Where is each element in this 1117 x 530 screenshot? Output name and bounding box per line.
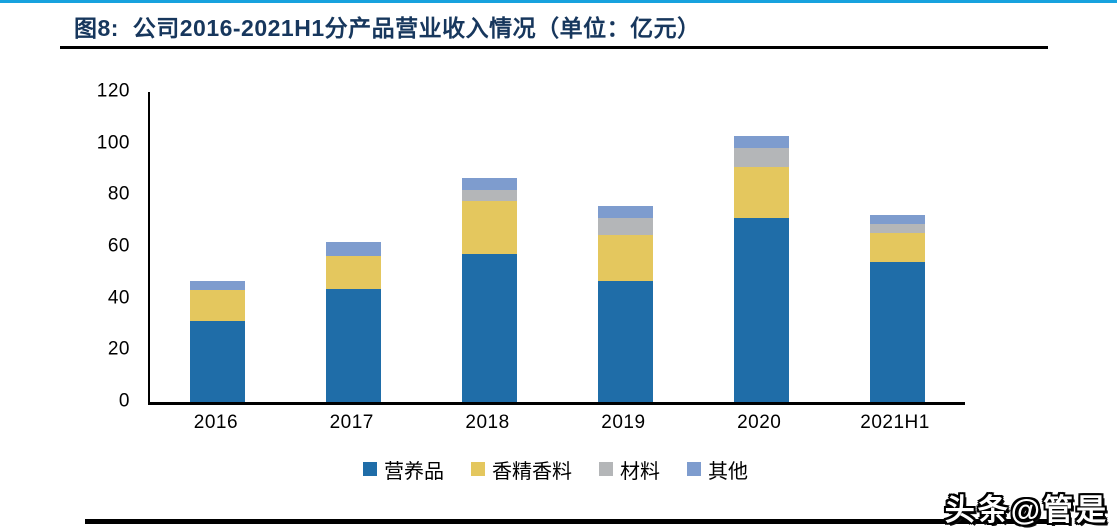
x-axis-label: 2017 <box>329 412 374 433</box>
y-axis-label: 20 <box>107 338 130 360</box>
legend-swatch-icon <box>687 462 701 476</box>
bar-segment-营养品 <box>190 321 246 402</box>
legend-label: 其他 <box>708 460 748 483</box>
y-axis-label: 100 <box>96 132 130 154</box>
bar-segment-其他 <box>462 178 518 191</box>
legend-swatch-icon <box>363 462 377 476</box>
legend-item-材料: 材料 <box>599 455 660 484</box>
x-axis-label: 2018 <box>465 412 510 433</box>
bar-slot-2018 <box>422 92 558 402</box>
bar-segment-香精香料 <box>462 201 518 255</box>
legend-label: 香精香料 <box>492 460 572 483</box>
bar-slot-2016 <box>150 92 286 402</box>
bar-segment-营养品 <box>326 289 382 402</box>
figure-title: 图8: 公司2016-2021H1分产品营业收入情况（单位：亿元） <box>74 15 701 41</box>
y-axis-label: 40 <box>107 287 130 309</box>
x-axis-label: 2021H1 <box>860 412 930 433</box>
legend-label: 营养品 <box>384 460 444 483</box>
legend-swatch-icon <box>599 462 613 476</box>
y-axis-label: 0 <box>118 390 130 412</box>
bar-segment-香精香料 <box>326 255 382 290</box>
legend-label: 材料 <box>620 460 660 483</box>
bar-segment-其他 <box>597 206 653 219</box>
stacked-bar-2017 <box>326 92 382 402</box>
bar-segment-其他 <box>733 135 789 149</box>
bar-segment-香精香料 <box>597 234 653 281</box>
bar-segment-营养品 <box>597 280 653 402</box>
bar-slot-2019 <box>557 92 693 402</box>
legend-item-营养品: 营养品 <box>363 455 444 484</box>
y-axis: 0 20 40 60 80 100 120 <box>55 81 140 412</box>
stacked-bar-2021H1 <box>869 92 925 402</box>
y-axis-label: 60 <box>107 235 130 257</box>
bar-segment-其他 <box>190 281 246 291</box>
x-axis: 2016 2017 2018 2019 2020 2021H1 <box>148 412 963 438</box>
bottom-divider <box>85 519 1047 524</box>
x-axis-label: 2016 <box>193 412 239 433</box>
bar-slot-2017 <box>286 92 422 402</box>
bar-slot-2020 <box>693 92 829 402</box>
stacked-bar-2019 <box>597 92 653 402</box>
plot-area <box>148 92 965 405</box>
bars-row <box>150 92 965 402</box>
bar-segment-营养品 <box>869 261 925 402</box>
y-axis-label: 120 <box>96 80 130 102</box>
x-axis-label: 2020 <box>737 412 782 433</box>
x-axis-label: 2019 <box>601 412 646 433</box>
bar-segment-材料 <box>733 148 789 167</box>
watermark: 头条@管是 <box>944 494 1109 527</box>
legend-swatch-icon <box>471 462 485 476</box>
legend-item-香精香料: 香精香料 <box>471 455 572 484</box>
bar-segment-营养品 <box>733 217 789 402</box>
bar-segment-材料 <box>869 223 925 234</box>
stacked-bar-2020 <box>733 92 789 402</box>
bar-segment-香精香料 <box>869 233 925 262</box>
bar-segment-香精香料 <box>190 290 246 322</box>
title-divider <box>60 46 1048 49</box>
bar-segment-其他 <box>869 214 925 224</box>
top-accent-bar <box>0 0 1117 3</box>
chart-legend: 营养品 香精香料 材料 其他 <box>148 455 963 484</box>
stacked-bar-2018 <box>462 92 518 402</box>
bar-slot-2021H1 <box>829 92 965 402</box>
bar-segment-其他 <box>326 241 382 256</box>
bar-segment-材料 <box>462 190 518 202</box>
stacked-bar-2016 <box>190 92 246 402</box>
y-axis-label: 80 <box>107 183 130 205</box>
bar-segment-香精香料 <box>733 166 789 218</box>
bar-segment-营养品 <box>462 254 518 402</box>
bar-segment-材料 <box>597 218 653 235</box>
legend-item-其他: 其他 <box>687 455 748 484</box>
